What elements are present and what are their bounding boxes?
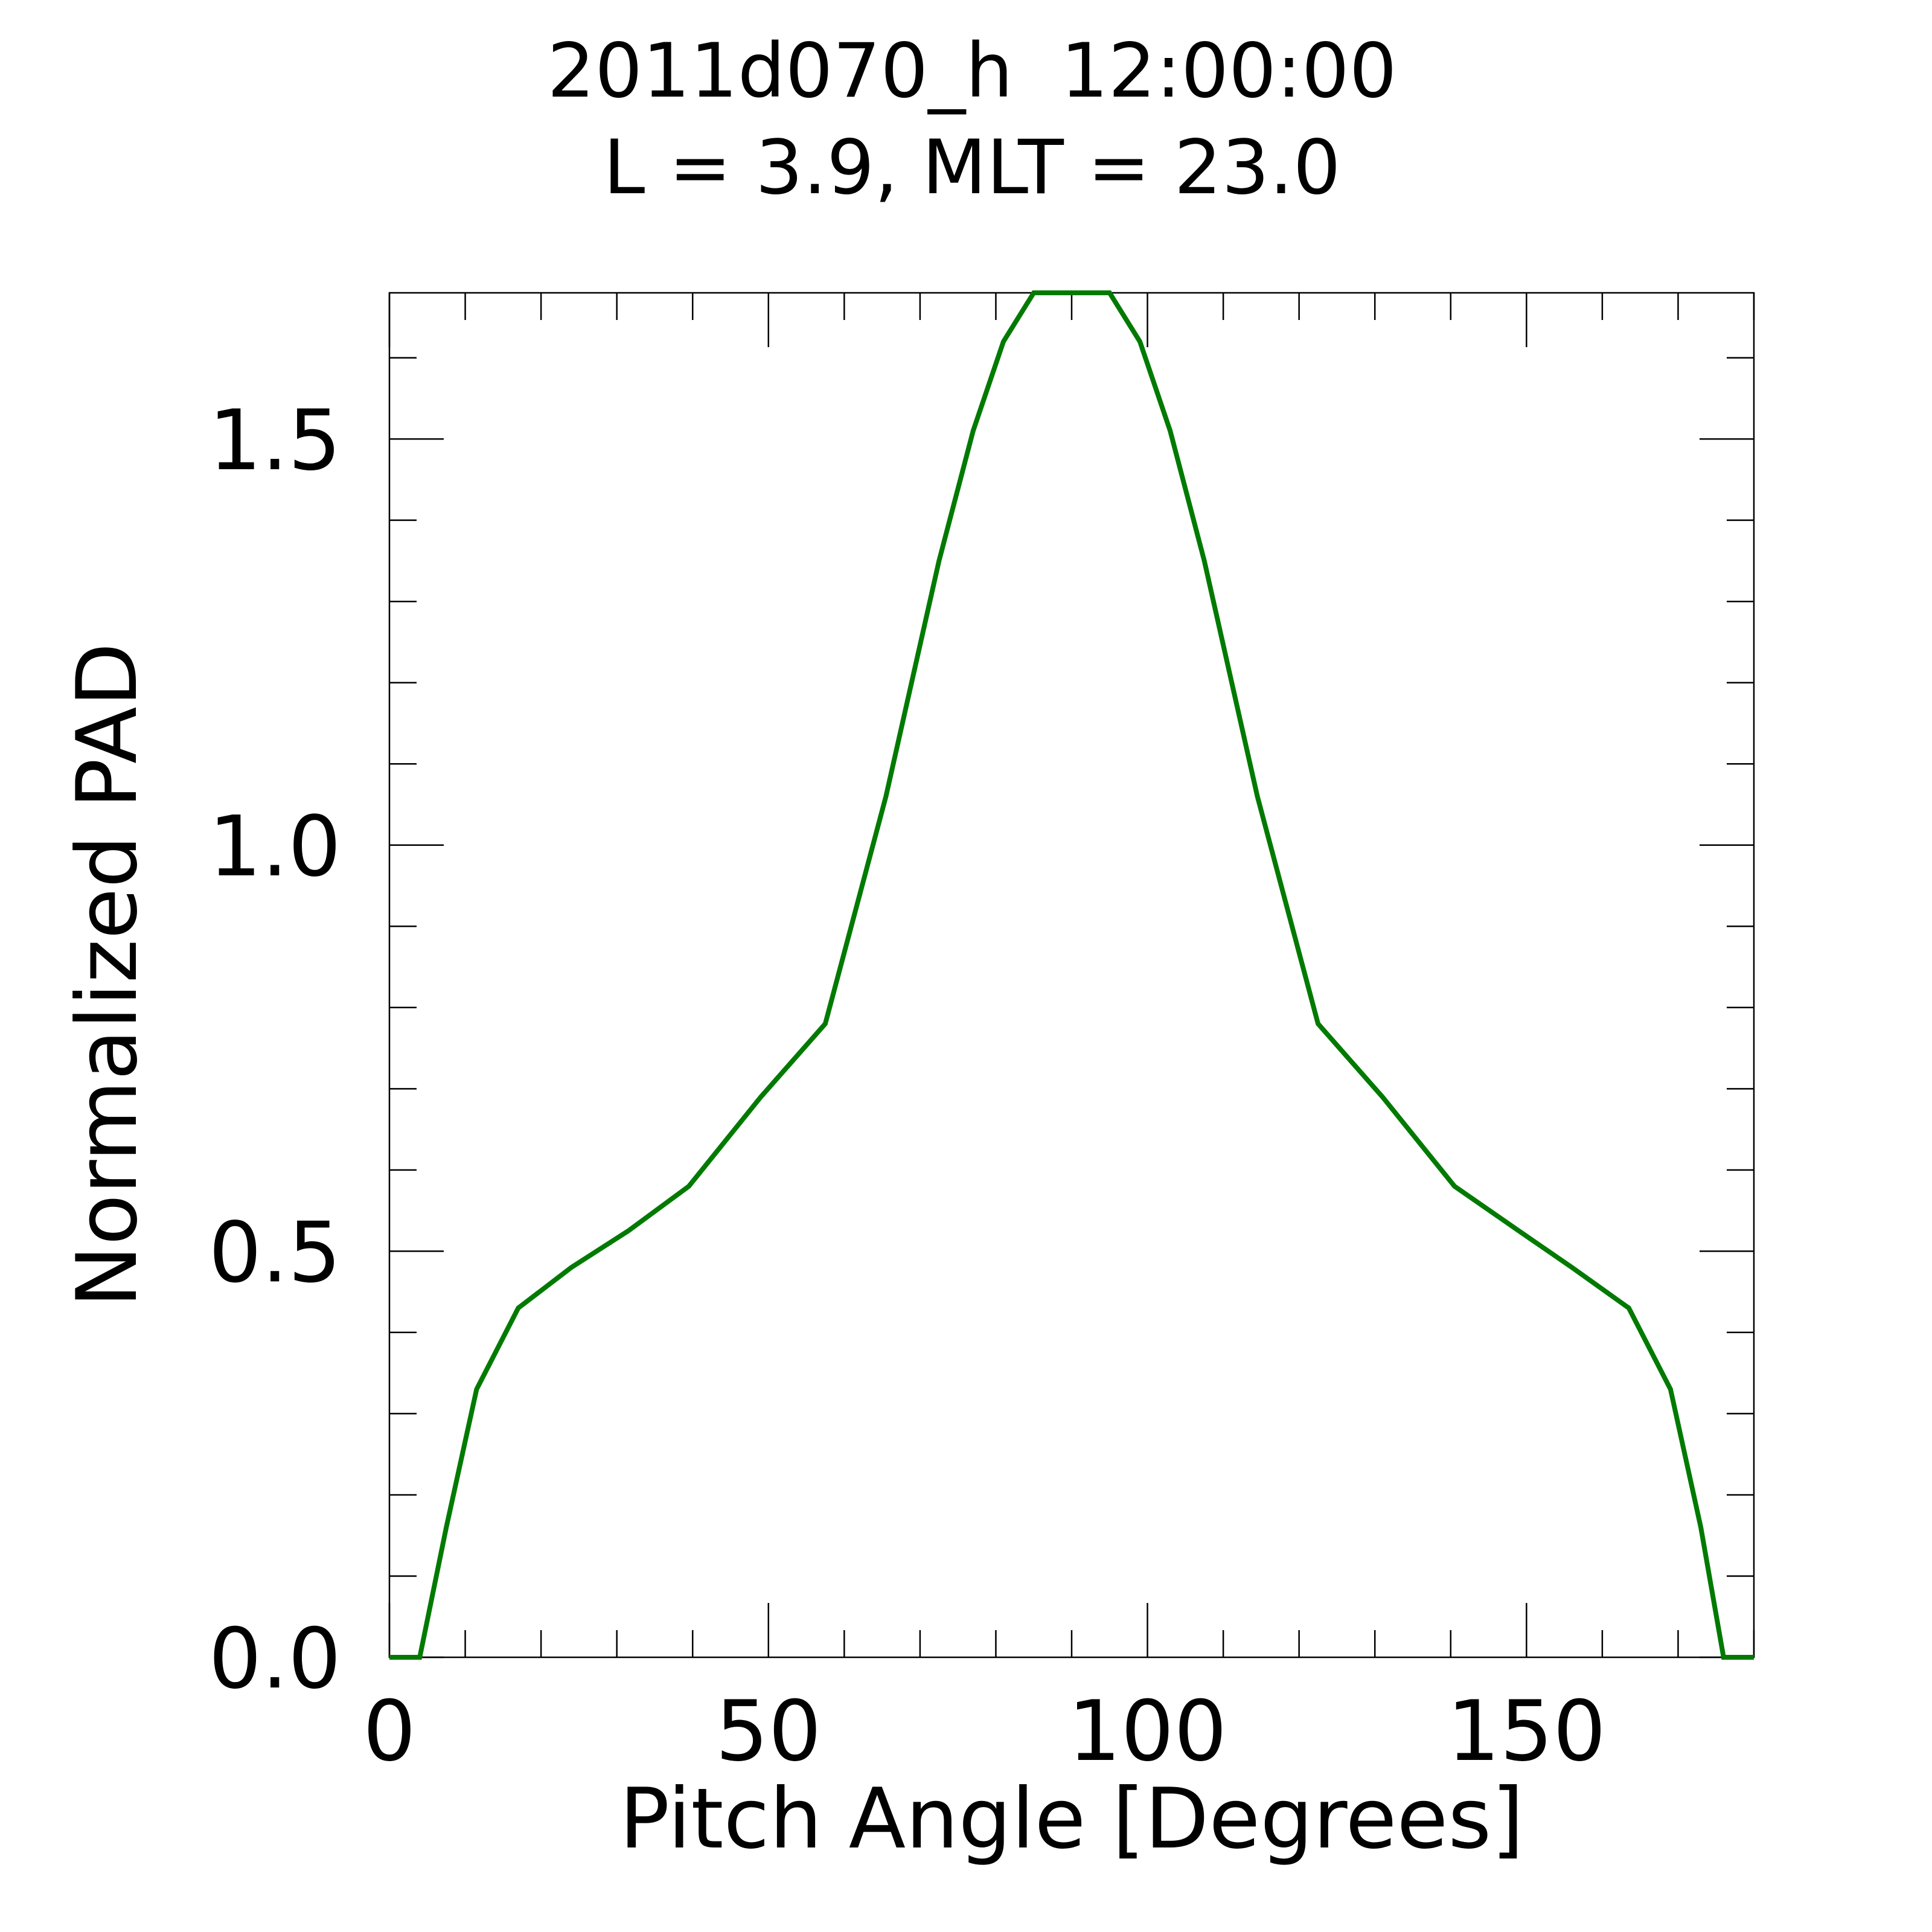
- x-axis-label: Pitch Angle [Degrees]: [619, 1770, 1524, 1867]
- chart-title: 2011d070_h 12:00:00: [547, 28, 1396, 115]
- chart-subtitle: L = 3.9, MLT = 23.0: [603, 124, 1340, 211]
- x-tick-label: 50: [715, 1683, 822, 1780]
- y-tick-label: 1.5: [209, 392, 341, 489]
- x-tick-label: 0: [363, 1683, 416, 1780]
- y-tick-label: 1.0: [209, 798, 341, 895]
- y-tick-label: 0.0: [209, 1610, 341, 1707]
- x-tick-label: 150: [1447, 1683, 1606, 1780]
- x-tick-label: 100: [1068, 1683, 1227, 1780]
- tick-labels: 0 50 100 150 0.0 0.5 1.0 1.5: [209, 392, 1607, 1780]
- ticks: [388, 293, 1755, 1659]
- plot-frame: [388, 292, 1755, 1659]
- y-axis-label: Normalized PAD: [59, 642, 156, 1308]
- y-tick-label: 0.5: [209, 1204, 341, 1301]
- series-line: [389, 290, 1754, 1660]
